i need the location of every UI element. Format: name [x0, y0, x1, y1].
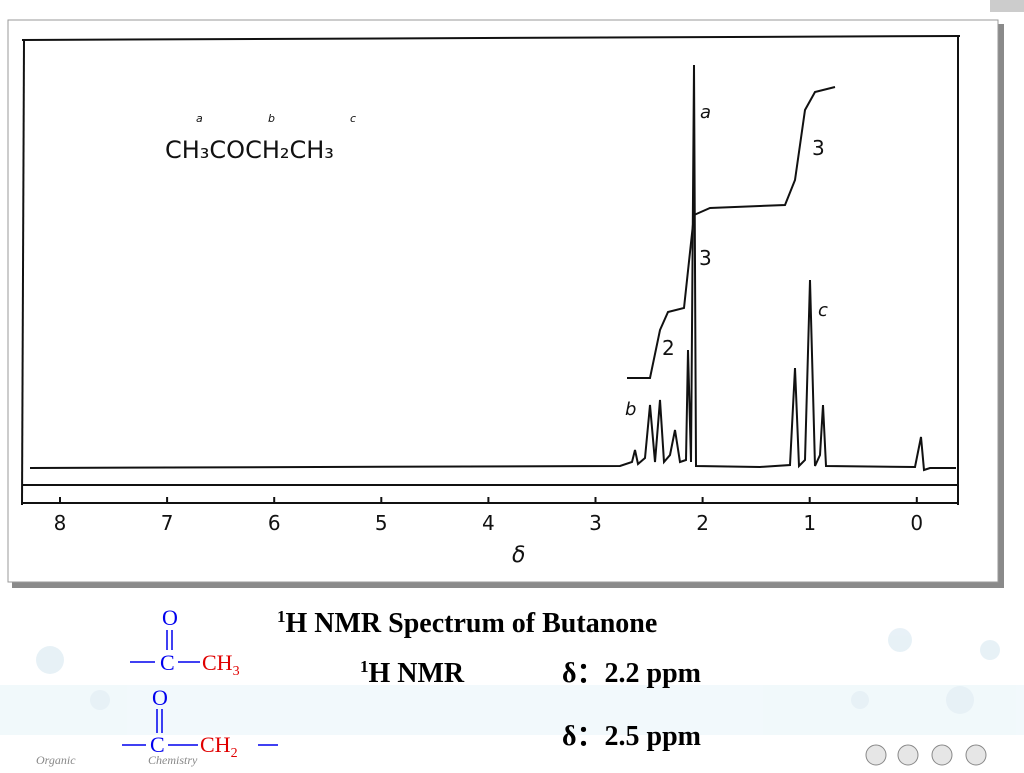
tick-label: 7 [161, 511, 174, 535]
integral-label: 3 [699, 246, 712, 270]
axis-label: δ [512, 543, 525, 568]
subscript: 2 [231, 746, 238, 761]
tick-label: 5 [375, 511, 388, 535]
footer-right: Chemistry [148, 753, 198, 767]
next-button[interactable] [931, 744, 953, 766]
label: H NMR [369, 658, 465, 689]
structure: O C CH3 O C CH2 [122, 605, 278, 761]
tick-label: 0 [910, 511, 923, 535]
superscript: 1 [360, 657, 369, 676]
peak-label: a [700, 102, 711, 123]
peak-label: b [625, 399, 636, 420]
background-decoration [0, 628, 1024, 735]
formula-label: a [196, 112, 203, 125]
tick-label: 6 [268, 511, 281, 535]
spectrum-frame [21, 35, 961, 506]
shift: δ：2.2 ppm [562, 658, 701, 689]
tick-label: 3 [589, 511, 602, 535]
spectrum-trace [29, 64, 956, 472]
tick-label: 8 [54, 511, 67, 535]
subscript: 3 [233, 664, 240, 679]
group-text: CH [200, 732, 231, 757]
tick-label: 2 [696, 511, 709, 535]
top-bar [990, 0, 1024, 12]
peak-label: c [818, 300, 828, 321]
integral-label: 3 [812, 136, 825, 160]
oxygen: O [162, 605, 178, 630]
superscript: 1 [277, 607, 286, 626]
footer-left: Organic [36, 753, 76, 767]
spectrum-image [7, 19, 999, 583]
formula-label: b [268, 112, 275, 125]
last-button[interactable] [965, 744, 987, 766]
oxygen: O [152, 685, 168, 710]
caption-line: 1H NMR [360, 657, 465, 689]
carbon: C [150, 732, 165, 757]
carbon: C [160, 650, 175, 675]
formula: CH₃COCH₂CH₃ [165, 136, 334, 164]
group: CH2 [200, 732, 238, 761]
caption-title: 1H NMR Spectrum of Butanone [277, 607, 657, 639]
prev-button[interactable] [897, 744, 919, 766]
title: H NMR Spectrum of Butanone [286, 608, 658, 639]
formula-label: c [350, 112, 356, 125]
shift: δ：2.5 ppm [562, 721, 701, 752]
nav-buttons[interactable] [865, 744, 987, 766]
axis-ticks: 8 7 6 5 4 3 2 1 0 [54, 497, 923, 535]
tick-label: 1 [803, 511, 816, 535]
tick-label: 4 [482, 511, 495, 535]
group: CH3 [202, 650, 240, 679]
integral-label: 2 [662, 336, 675, 360]
first-button[interactable] [865, 744, 887, 766]
group-text: CH [202, 650, 233, 675]
